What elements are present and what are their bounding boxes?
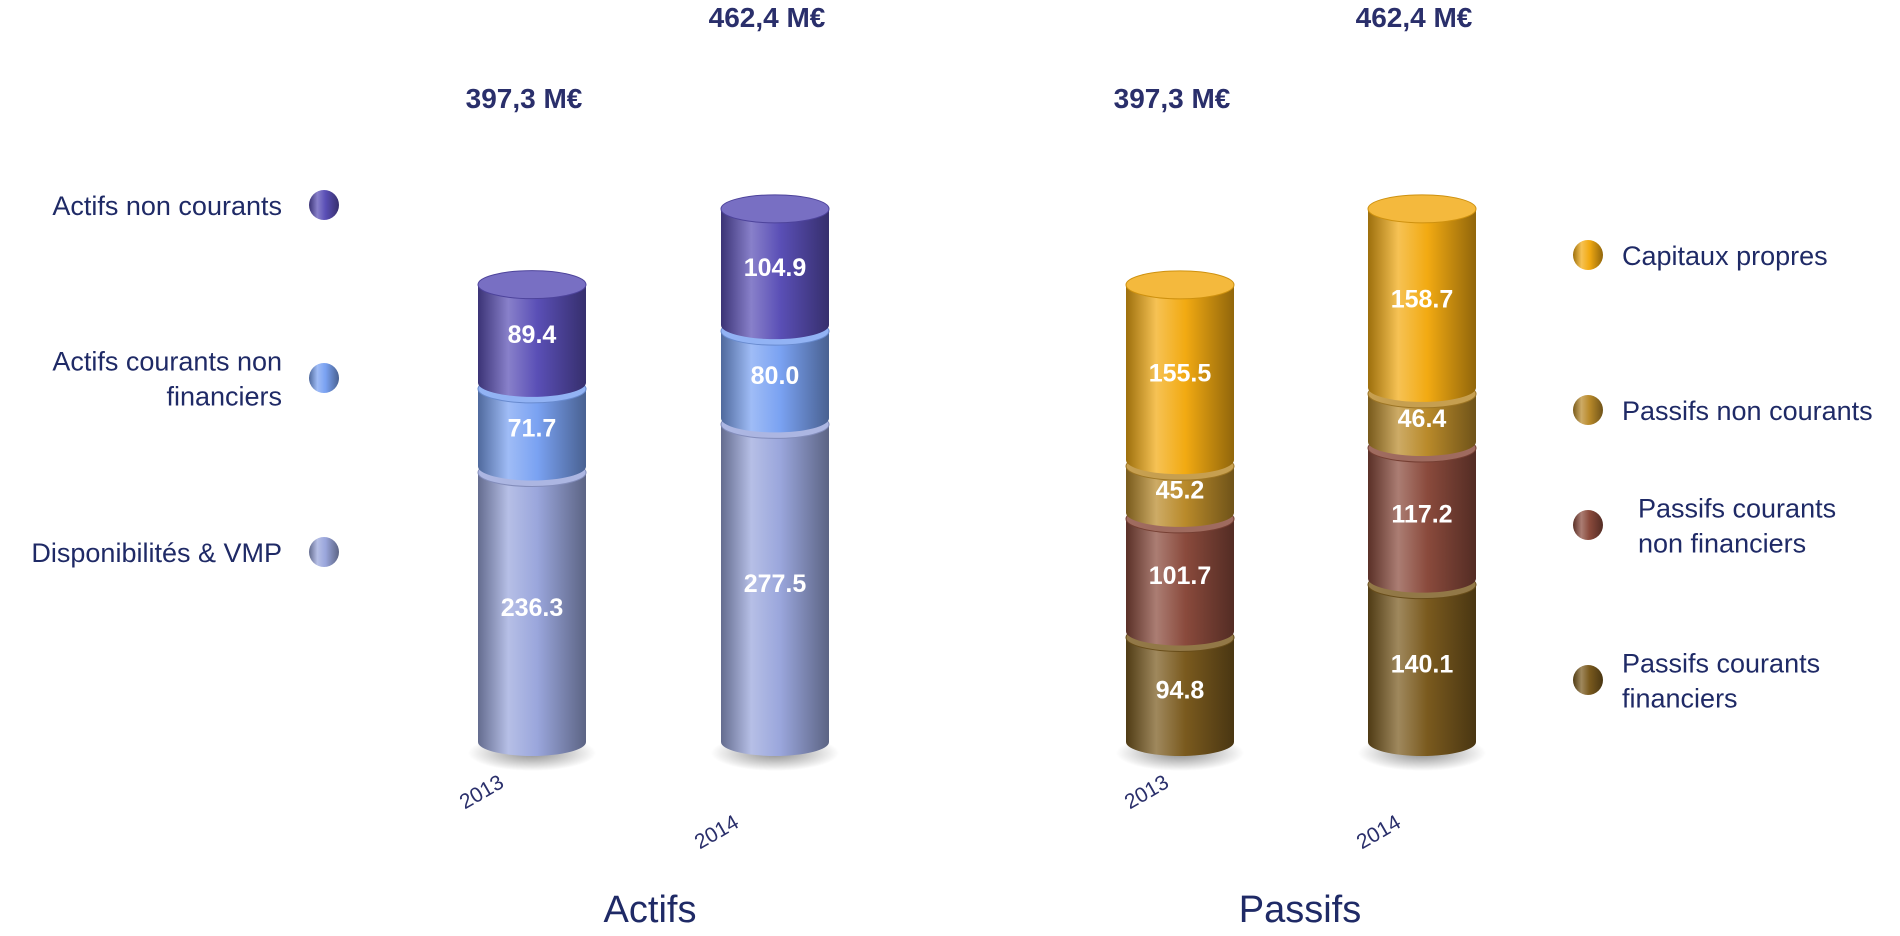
legend-dot: [309, 190, 339, 220]
bar-segment-body: [1126, 466, 1234, 527]
bar-segment: 158.7: [1367, 194, 1477, 402]
bar-total-label: 462,4 M€: [709, 2, 826, 33]
bar-segment: 277.5: [720, 409, 830, 756]
bar-segment-body: [1126, 518, 1234, 646]
legend-item: Disponibilités & VMP: [31, 537, 339, 568]
legend-item: Passifs courants non financiers: [1573, 494, 1836, 559]
data-label: 89.4: [508, 321, 557, 349]
bar-total-label: 397,3 M€: [466, 83, 583, 114]
bar-segment-top: [1367, 194, 1477, 224]
legend-dot: [309, 537, 339, 567]
legend-item: Passifs courants financiers: [1573, 649, 1820, 714]
panel-passifs: 94.8 101.7 45.2 155.5 397,3 M€ 2013 140.1 117.2…: [1114, 2, 1873, 931]
legend-label: non financiers: [1638, 529, 1806, 559]
data-label: 101.7: [1149, 562, 1212, 590]
year-tick-label: 2013: [456, 771, 508, 814]
bar-segment-body: [721, 331, 829, 433]
data-label: 236.3: [501, 594, 564, 622]
bar-segment-body: [1368, 393, 1476, 456]
bar-segment-body: [478, 472, 586, 756]
year-tick-label: 2014: [1353, 811, 1405, 854]
year-tick-label: 2014: [691, 811, 743, 854]
bar-segment: 236.3: [477, 457, 587, 756]
bar-segment: 117.2: [1367, 433, 1477, 593]
bar-segment-body: [1368, 584, 1476, 756]
data-label: 104.9: [744, 254, 807, 282]
data-label: 80.0: [751, 362, 800, 390]
legend-label: Passifs courants: [1638, 494, 1836, 524]
data-label: 94.8: [1156, 677, 1205, 705]
data-label: 277.5: [744, 570, 807, 598]
legend-label: Capitaux propres: [1622, 241, 1828, 271]
panel-actifs: 236.3 71.7 89.4 397,3 M€ 2013 277.5 80.0 104.9 4…: [31, 2, 839, 931]
legend-dot: [1573, 665, 1603, 695]
legend-item: Actifs courants non financiers: [52, 347, 339, 412]
bar-segment: 155.5: [1125, 270, 1235, 475]
bar-segment-body: [1368, 208, 1476, 402]
legend-label: Disponibilités & VMP: [31, 538, 282, 568]
data-label: 158.7: [1391, 285, 1454, 313]
legend: Capitaux propres Passifs non courants Pass…: [1573, 240, 1873, 714]
legend-label: Passifs non courants: [1622, 396, 1873, 426]
legend-dot: [309, 363, 339, 393]
data-label: 45.2: [1156, 477, 1205, 505]
legend-item: Passifs non courants: [1573, 395, 1873, 426]
bar-segment-top: [477, 270, 587, 300]
bar-total-label: 462,4 M€: [1356, 2, 1473, 33]
bar-segment-body: [1368, 447, 1476, 593]
bar-segment-body: [478, 284, 586, 397]
year-tick-label: 2013: [1121, 771, 1173, 814]
bar-segment-body: [721, 424, 829, 756]
bar-segment: 104.9: [720, 194, 830, 340]
panel-title: Actifs: [604, 889, 697, 931]
legend-dot: [1573, 510, 1603, 540]
bar-segment-top: [1125, 270, 1235, 300]
legend-label: financiers: [166, 382, 282, 412]
legend-dot: [1573, 240, 1603, 270]
legend-label: Passifs courants: [1622, 649, 1820, 679]
legend-item: Actifs non courants: [52, 190, 339, 221]
legend-dot: [1573, 395, 1603, 425]
legend-label: financiers: [1622, 684, 1738, 714]
bar-segment: 140.1: [1367, 570, 1477, 756]
panel-title: Passifs: [1239, 889, 1361, 931]
data-label: 140.1: [1391, 650, 1454, 678]
bar-total-label: 397,3 M€: [1114, 83, 1231, 114]
data-label: 155.5: [1149, 360, 1212, 388]
legend-item: Capitaux propres: [1573, 240, 1828, 271]
bar-segment-top: [720, 194, 830, 224]
data-label: 71.7: [508, 415, 557, 443]
bar-segment-body: [721, 208, 829, 340]
legend: Actifs non courants Actifs courants non fi…: [31, 190, 339, 568]
bar-segment-body: [1126, 637, 1234, 756]
legend-label: Actifs non courants: [52, 191, 282, 221]
data-label: 46.4: [1398, 405, 1447, 433]
bar-segment: 89.4: [477, 270, 587, 397]
data-label: 117.2: [1391, 500, 1452, 528]
bar-segment-body: [478, 388, 586, 481]
bar-segment-body: [1126, 284, 1234, 475]
legend-label: Actifs courants non: [52, 347, 282, 377]
